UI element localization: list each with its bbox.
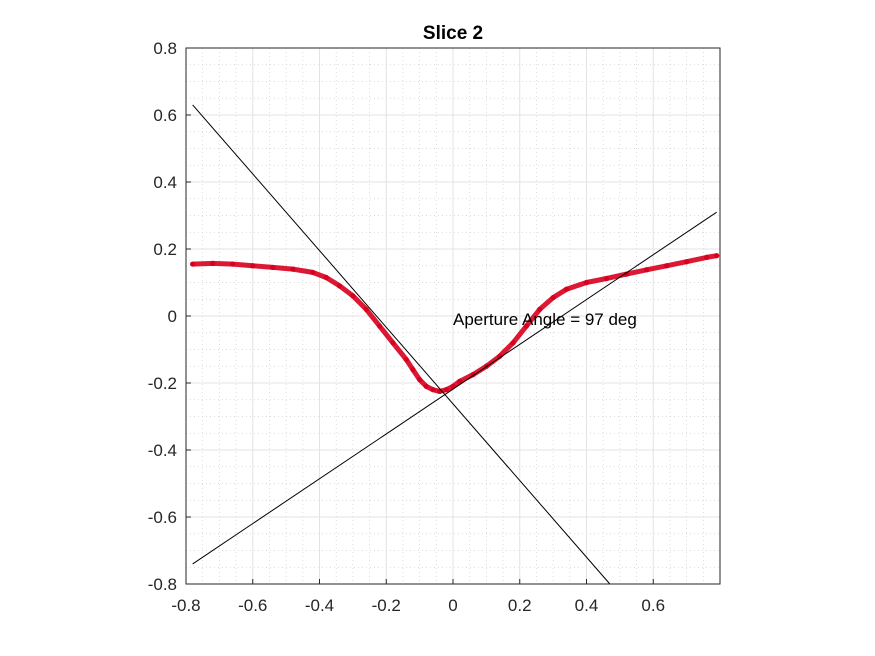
data-point — [376, 323, 383, 329]
fitted-line — [192, 211, 717, 565]
data-point — [250, 263, 256, 269]
x-tick-label: 0.2 — [508, 596, 532, 615]
y-tick-label: -0.8 — [148, 575, 177, 594]
x-tick-label: 0.4 — [575, 596, 599, 615]
data-point — [430, 387, 436, 393]
data-point — [664, 263, 670, 269]
y-tick-label: 0.8 — [153, 39, 177, 58]
data-point — [443, 387, 449, 393]
y-axis-ticks: -0.8 -0.6 -0.4 -0.2 0 0.2 0.4 0.6 0.8 — [148, 39, 191, 594]
aperture-angle-annotation: Aperture Angle = 97 deg — [453, 310, 637, 329]
data-point — [350, 293, 356, 299]
x-tick-label: 0.6 — [641, 596, 665, 615]
data-point — [363, 306, 369, 312]
data-point — [450, 383, 456, 389]
data-point — [714, 253, 720, 259]
data-point — [410, 367, 416, 373]
data-point — [390, 340, 396, 346]
y-tick-label: -0.4 — [148, 441, 177, 460]
data-point — [623, 271, 630, 277]
data-point — [537, 306, 543, 312]
data-point — [323, 274, 329, 281]
data-point — [684, 259, 690, 265]
fitted-line — [192, 104, 611, 585]
x-tick-label: -0.2 — [372, 596, 401, 615]
data-point — [603, 275, 610, 282]
y-tick-label: 0.4 — [153, 173, 177, 192]
data-point — [470, 372, 476, 378]
chart-title: Slice 2 — [423, 23, 483, 44]
data-point — [403, 356, 409, 363]
data-point — [190, 261, 196, 267]
fitted-lines — [192, 104, 717, 585]
x-axis-ticks: -0.8 -0.6 -0.4 -0.2 0 0.2 0.4 0.6 — [171, 579, 665, 615]
y-tick-label: 0 — [168, 307, 177, 326]
data-point — [270, 264, 276, 271]
data-point — [550, 294, 556, 301]
x-tick-label: -0.6 — [238, 596, 267, 615]
y-tick-label: -0.2 — [148, 374, 177, 393]
data-point — [210, 260, 216, 267]
data-point — [290, 266, 296, 272]
data-points — [190, 253, 720, 394]
data-point — [563, 286, 570, 292]
x-tick-label: -0.4 — [305, 596, 334, 615]
data-point — [643, 267, 650, 273]
y-tick-label: 0.6 — [153, 106, 177, 125]
data-point — [310, 269, 316, 276]
y-tick-label: 0.2 — [153, 240, 177, 259]
data-point — [704, 254, 710, 260]
x-tick-label: -0.8 — [171, 596, 200, 615]
data-point — [583, 279, 590, 286]
x-tick-label: 0 — [448, 596, 457, 615]
data-point — [423, 383, 429, 389]
y-tick-label: -0.6 — [148, 508, 177, 527]
data-point — [230, 261, 236, 267]
data-point — [523, 323, 530, 329]
data-point — [457, 378, 463, 384]
data-point — [336, 283, 343, 289]
data-point — [417, 377, 423, 383]
data-point — [510, 340, 516, 346]
